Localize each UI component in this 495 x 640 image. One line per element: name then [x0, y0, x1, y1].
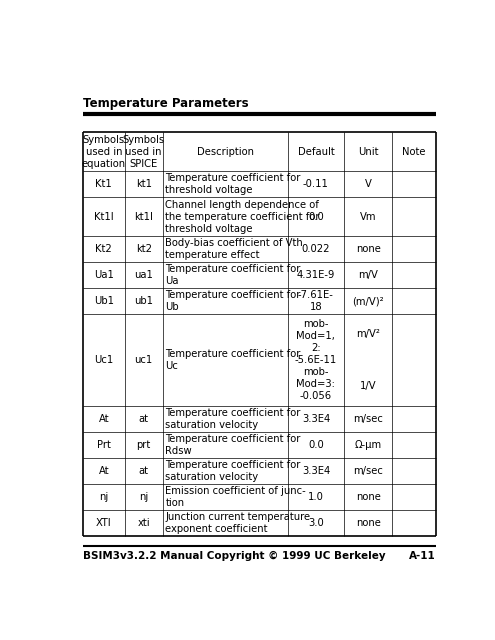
Text: Uc1: Uc1 [94, 355, 113, 365]
Text: 4.31E-9: 4.31E-9 [297, 270, 335, 280]
Text: ub1: ub1 [134, 296, 153, 307]
Text: Symbols
used in
SPICE: Symbols used in SPICE [123, 134, 165, 168]
Text: Temperature coefficient for
Ub: Temperature coefficient for Ub [165, 291, 301, 312]
Text: Temperature coefficient for
saturation velocity: Temperature coefficient for saturation v… [165, 408, 301, 430]
Text: Temperature coefficient for
threshold voltage: Temperature coefficient for threshold vo… [165, 173, 301, 195]
Text: Temperature Parameters: Temperature Parameters [83, 97, 248, 111]
Text: prt: prt [137, 440, 151, 450]
Text: At: At [99, 414, 109, 424]
Text: (m/V)²: (m/V)² [352, 296, 384, 307]
Text: 1/V: 1/V [360, 381, 377, 391]
Text: 0.0: 0.0 [308, 440, 324, 450]
Text: nj: nj [139, 492, 148, 502]
Text: A-11: A-11 [409, 551, 436, 561]
Text: Temperature coefficient for
saturation velocity: Temperature coefficient for saturation v… [165, 460, 301, 482]
Text: at: at [139, 414, 148, 424]
Text: Description: Description [197, 147, 254, 157]
Text: kt2: kt2 [136, 244, 151, 254]
Text: m/V: m/V [358, 270, 378, 280]
Text: kt1: kt1 [136, 179, 151, 189]
Text: Ω-μm: Ω-μm [354, 440, 382, 450]
Text: Ua1: Ua1 [94, 270, 114, 280]
Text: mob-
Mod=1,
2:
-5.6E-11
mob-
Mod=3:
-0.056: mob- Mod=1, 2: -5.6E-11 mob- Mod=3: -0.0… [295, 319, 337, 401]
Text: Temperature coefficient for
Ua: Temperature coefficient for Ua [165, 264, 301, 286]
Text: ua1: ua1 [134, 270, 153, 280]
Text: 1.0: 1.0 [308, 492, 324, 502]
Text: Ub1: Ub1 [94, 296, 114, 307]
Text: 3.3E4: 3.3E4 [302, 466, 330, 476]
Text: m/sec: m/sec [353, 466, 383, 476]
Text: none: none [356, 244, 381, 254]
Text: Kt2: Kt2 [96, 244, 112, 254]
Text: 3.3E4: 3.3E4 [302, 414, 330, 424]
Text: Default: Default [297, 147, 334, 157]
Text: m/sec: m/sec [353, 414, 383, 424]
Text: Temperature coefficient for
Uc: Temperature coefficient for Uc [165, 349, 301, 371]
Text: V: V [365, 179, 372, 189]
Text: Prt: Prt [97, 440, 111, 450]
Text: Junction current temperature
exponent coefficient: Junction current temperature exponent co… [165, 512, 310, 534]
Text: none: none [356, 492, 381, 502]
Text: xti: xti [138, 518, 150, 528]
Text: XTI: XTI [96, 518, 111, 528]
Text: at: at [139, 466, 148, 476]
Text: At: At [99, 466, 109, 476]
Text: Vm: Vm [360, 212, 376, 221]
Text: Body-bias coefficient of Vth
temperature effect: Body-bias coefficient of Vth temperature… [165, 238, 303, 260]
Text: Emission coefficient of junc-
tion: Emission coefficient of junc- tion [165, 486, 306, 508]
Text: m/V²: m/V² [356, 329, 380, 339]
Text: BSIM3v3.2.2 Manual Copyright © 1999 UC Berkeley: BSIM3v3.2.2 Manual Copyright © 1999 UC B… [83, 551, 386, 561]
Text: Symbols
used in
equation: Symbols used in equation [82, 134, 126, 168]
Text: uc1: uc1 [135, 355, 153, 365]
Text: 3.0: 3.0 [308, 518, 324, 528]
Text: nj: nj [99, 492, 108, 502]
Text: -7.61E-
18: -7.61E- 18 [298, 291, 334, 312]
Text: 0.0: 0.0 [308, 212, 324, 221]
Text: Channel length dependence of
the temperature coefficient for
threshold voltage: Channel length dependence of the tempera… [165, 200, 320, 234]
Text: none: none [356, 518, 381, 528]
Text: -0.11: -0.11 [303, 179, 329, 189]
Text: 0.022: 0.022 [301, 244, 330, 254]
Text: kt1l: kt1l [134, 212, 153, 221]
Text: Kt1l: Kt1l [94, 212, 114, 221]
Text: Unit: Unit [358, 147, 378, 157]
Text: Temperature coefficient for
Rdsw: Temperature coefficient for Rdsw [165, 434, 301, 456]
Text: Kt1: Kt1 [96, 179, 112, 189]
Text: Note: Note [402, 147, 426, 157]
